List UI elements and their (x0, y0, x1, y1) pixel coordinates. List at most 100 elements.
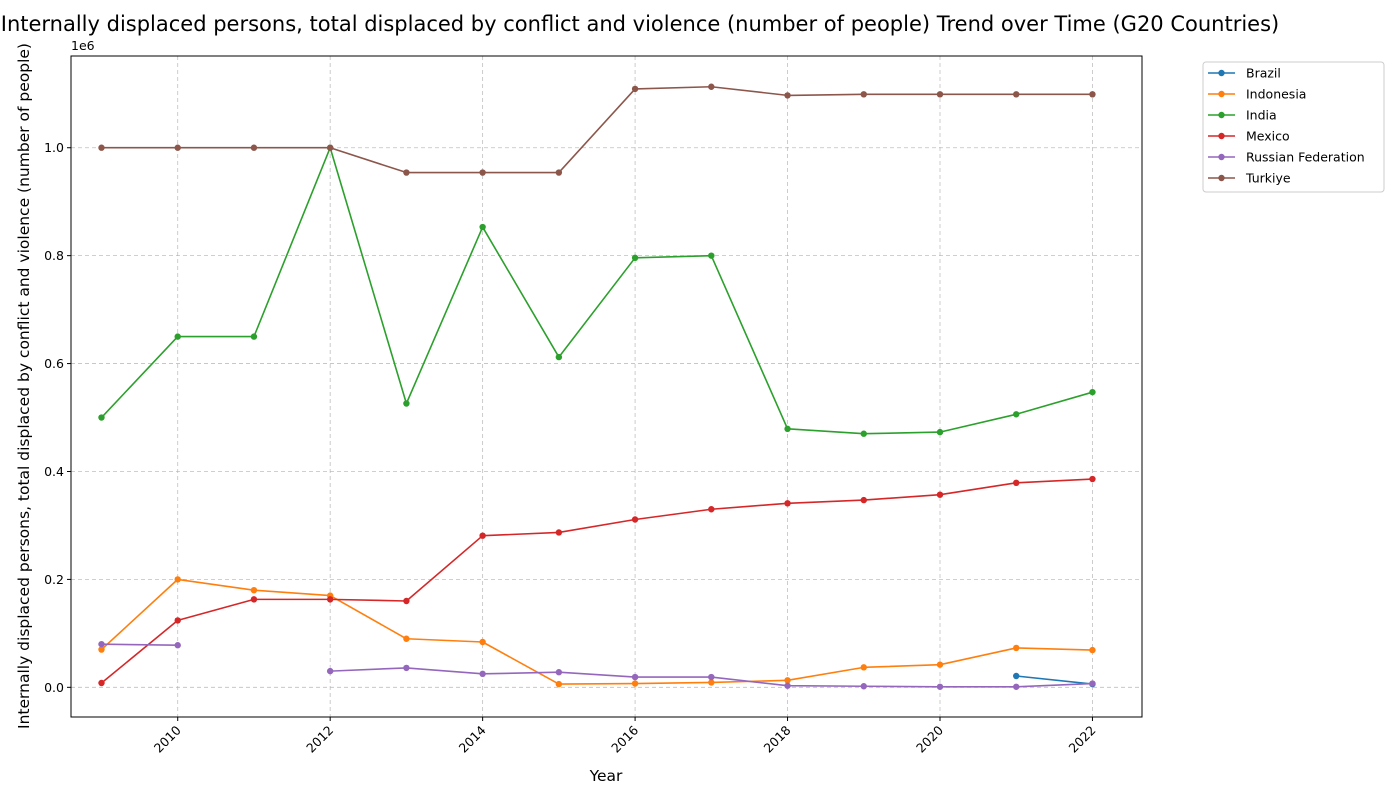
legend-marker (1218, 111, 1225, 119)
legend-item-turkiye: Turkiye (1208, 171, 1291, 186)
legend-item-russian-federation: Russian Federation (1208, 150, 1365, 165)
x-tick-label: 2018 (761, 722, 794, 755)
legend-label: India (1246, 108, 1277, 123)
data-point-russian-federation (326, 667, 334, 675)
data-point-turkiye (250, 144, 258, 151)
data-point-turkiye (555, 169, 563, 176)
series-lines (98, 83, 1096, 690)
data-point-mexico (708, 506, 715, 513)
data-point-mexico (98, 679, 105, 687)
data-point-mexico (326, 596, 334, 603)
x-tick-label: 2010 (151, 722, 184, 755)
data-point-indonesia (631, 680, 639, 687)
data-point-india (479, 223, 486, 231)
data-point-russian-federation (936, 683, 944, 690)
data-point-indonesia (1013, 644, 1020, 652)
x-tick-label: 2022 (1065, 723, 1098, 756)
data-point-russian-federation (1013, 683, 1020, 690)
data-point-india (98, 414, 105, 421)
legend-marker (1218, 153, 1225, 161)
data-point-brazil (1013, 672, 1020, 680)
legend-marker (1218, 90, 1225, 98)
data-point-russian-federation (403, 664, 410, 672)
x-tick-label: 2012 (303, 723, 336, 756)
legend-item-indonesia: Indonesia (1208, 87, 1306, 102)
plot-area-frame (70, 55, 1143, 718)
chart-title: Internally displaced persons, total disp… (1, 12, 1279, 36)
legend-marker (1218, 174, 1225, 182)
data-point-turkiye (403, 169, 410, 176)
data-point-mexico (631, 516, 639, 523)
legend: Brazil Indonesia India Mexico Russian Federa… (1202, 61, 1385, 193)
data-point-india (1089, 388, 1096, 396)
y-tick-label: 0.2 (44, 572, 64, 587)
y-tick-label: 0.4 (44, 464, 64, 479)
data-point-mexico (936, 491, 944, 498)
data-point-mexico (860, 496, 867, 504)
legend-label: Brazil (1246, 66, 1281, 81)
data-point-indonesia (784, 677, 791, 684)
legend-label: Turkiye (1245, 171, 1291, 186)
data-point-russian-federation (631, 673, 639, 681)
x-tick-label: 2014 (456, 722, 489, 755)
data-point-india (860, 430, 867, 437)
y-tick-label: 0.0 (44, 680, 64, 695)
series-line-india (100, 146, 1093, 435)
data-point-indonesia (1089, 646, 1096, 654)
series-russian-federation (98, 640, 1096, 690)
data-point-mexico (479, 532, 486, 539)
data-point-indonesia (250, 586, 258, 594)
data-point-india (1013, 411, 1020, 418)
data-point-turkiye (98, 144, 105, 151)
data-point-india (174, 333, 181, 340)
data-point-russian-federation (98, 640, 105, 648)
data-point-russian-federation (479, 670, 486, 678)
series-mexico (98, 475, 1096, 687)
data-point-turkiye (1013, 91, 1020, 98)
data-point-mexico (250, 596, 258, 603)
data-point-india (555, 353, 563, 361)
data-point-india (708, 252, 715, 259)
data-point-india (403, 400, 410, 407)
data-point-indonesia (174, 576, 181, 583)
x-axis-label: Year (589, 767, 623, 785)
data-point-turkiye (326, 144, 334, 151)
data-point-mexico (784, 500, 791, 507)
y-tick-label: 1.0 (44, 140, 64, 155)
data-point-indonesia (936, 661, 944, 668)
data-point-turkiye (936, 91, 944, 98)
data-point-russian-federation (174, 642, 181, 649)
legend-item-mexico: Mexico (1208, 129, 1290, 144)
data-point-russian-federation (860, 683, 867, 690)
data-point-russian-federation (784, 682, 791, 689)
data-point-mexico (174, 617, 181, 624)
data-point-turkiye (1089, 91, 1096, 98)
data-point-russian-federation (555, 669, 563, 676)
data-point-turkiye (174, 144, 181, 151)
data-point-indonesia (860, 664, 867, 671)
legend-label: Russian Federation (1246, 150, 1365, 165)
data-point-mexico (555, 529, 563, 536)
series-turkiye (98, 83, 1096, 176)
series-line-brazil (1016, 675, 1093, 685)
data-point-turkiye (479, 169, 486, 176)
data-point-indonesia (403, 635, 410, 642)
y-axis-label: Internally displaced persons, total disp… (15, 43, 33, 729)
legend-label: Indonesia (1246, 87, 1306, 102)
data-point-russian-federation (1089, 680, 1096, 687)
data-point-turkiye (784, 92, 791, 99)
legend-item-brazil: Brazil (1208, 66, 1281, 81)
legend-marker (1218, 132, 1225, 140)
series-india (98, 144, 1096, 437)
series-line-indonesia (100, 578, 1093, 685)
series-line-russian-federation (101, 643, 178, 647)
y-tick-label: 0.8 (44, 248, 64, 263)
legend-marker (1218, 69, 1225, 77)
legend-box (1202, 61, 1385, 193)
legend-label: Mexico (1246, 129, 1290, 144)
series-indonesia (98, 576, 1096, 688)
x-tick-label: 2020 (913, 722, 946, 755)
data-point-indonesia (98, 646, 105, 653)
